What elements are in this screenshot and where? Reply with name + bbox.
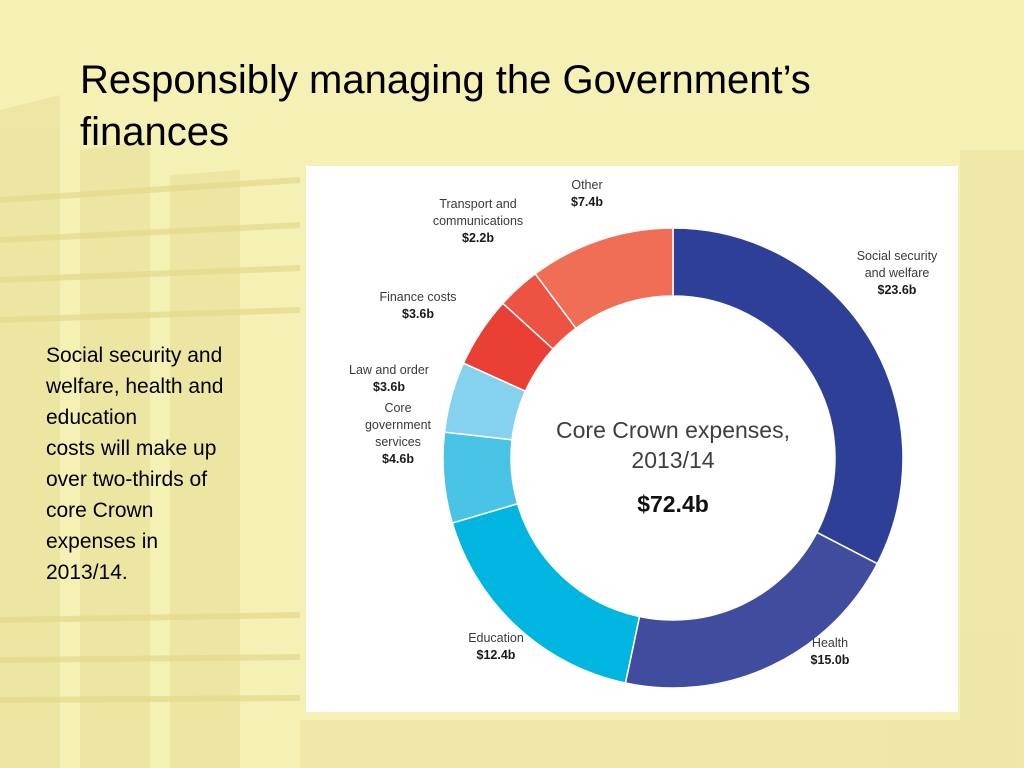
slice-value-label: $12.4b xyxy=(477,648,516,662)
slice-name-label: and welfare xyxy=(865,266,930,280)
slice-value-label: $3.6b xyxy=(402,307,434,321)
slice-value-label: $23.6b xyxy=(878,283,917,297)
body-line: expenses in xyxy=(46,530,159,553)
center-title-line-2: 2013/14 xyxy=(631,447,714,473)
body-line: over two-thirds of xyxy=(46,468,208,491)
slice-name-label: Law and order xyxy=(349,363,429,377)
slice-value-label: $15.0b xyxy=(811,653,850,667)
slice-labels: Social security and welfare $23.6b Health $1… xyxy=(349,178,938,667)
slice-name-label: Core xyxy=(384,401,411,415)
slice-name-label: Education xyxy=(468,631,524,645)
slide-title-line-2: finances xyxy=(80,110,229,154)
slice-name-label: Transport and xyxy=(439,197,516,211)
slice-name-label: Finance costs xyxy=(379,290,456,304)
slice-value-label: $4.6b xyxy=(382,452,414,466)
body-line: 2013/14. xyxy=(46,561,128,584)
slide-title-line-1: Responsibly managing the Government’s xyxy=(80,58,811,102)
slice-value-label: $7.4b xyxy=(571,195,603,209)
slice-name-label: services xyxy=(375,435,421,449)
body-line: Social security and xyxy=(46,344,223,367)
slice-name-label: Health xyxy=(812,636,848,650)
center-total: $72.4b xyxy=(637,491,709,517)
body-line: core Crown xyxy=(46,499,154,522)
slice-name-label: Other xyxy=(571,178,602,192)
donut-slice xyxy=(534,227,674,330)
slice-name-label: communications xyxy=(433,214,523,228)
slice-value-label: $3.6b xyxy=(373,380,405,394)
center-title-line-1: Core Crown expenses, xyxy=(556,417,790,443)
donut-slices xyxy=(442,227,904,689)
slide-title: Responsibly managing the Government’s fi… xyxy=(80,54,980,158)
donut-chart: Social security and welfare $23.6b Health $1… xyxy=(349,178,938,689)
slide-body-text: Social security and welfare, health and … xyxy=(46,340,276,588)
body-line: costs will make up xyxy=(46,437,217,460)
slice-value-label: $2.2b xyxy=(462,231,494,245)
slice-name-label: Social security xyxy=(857,249,938,263)
body-line: education xyxy=(46,406,138,429)
chart-panel: Social security and welfare $23.6b Health $1… xyxy=(306,166,958,712)
donut-slice xyxy=(672,227,904,565)
slice-name-label: government xyxy=(365,418,432,432)
body-line: welfare, health and xyxy=(46,375,224,398)
